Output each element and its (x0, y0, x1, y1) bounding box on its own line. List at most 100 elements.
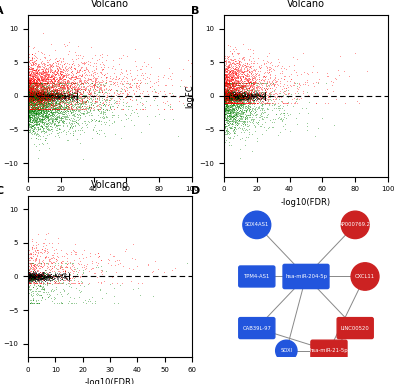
Point (25, 94, 32, 100)
Point (71, 65, 78, 71)
Point (226, 100, 233, 106)
Point (27, 91, 33, 98)
Point (84, 68, 91, 74)
Point (36, 114, 43, 121)
Point (252, 80, 258, 86)
Point (32, 96, 39, 102)
Point (29, 83, 36, 89)
Point (240, 123, 246, 129)
Point (221, 94, 228, 100)
Point (40, 275, 46, 281)
Point (104, 92, 110, 98)
Point (234, 93, 240, 99)
Point (249, 116, 255, 122)
Point (49, 255, 55, 262)
Point (30, 114, 37, 120)
Point (48, 84, 54, 90)
Point (32, 118, 39, 124)
Point (66, 79, 72, 86)
Point (258, 90, 264, 96)
Point (129, 255, 135, 261)
Point (38, 86, 45, 92)
Point (161, 268, 168, 275)
Point (325, 100, 332, 106)
Point (36, 93, 42, 99)
Point (117, 88, 124, 94)
Point (55, 84, 61, 91)
Point (66, 95, 72, 101)
Point (278, 98, 285, 104)
Point (54, 90, 60, 96)
Point (42, 112, 48, 118)
Point (39, 66, 45, 73)
Point (262, 95, 268, 101)
Point (28, 108, 35, 114)
Point (60, 277, 66, 283)
Point (37, 96, 43, 102)
Point (42, 104, 48, 111)
Point (223, 93, 230, 99)
Point (104, 106, 110, 113)
Point (235, 88, 241, 94)
Point (36, 272, 42, 278)
Point (50, 94, 57, 101)
Point (28, 70, 34, 76)
Point (50, 92, 56, 98)
Point (226, 94, 233, 100)
Point (31, 94, 38, 101)
Point (52, 106, 59, 112)
Point (245, 89, 251, 96)
Point (38, 90, 44, 96)
Point (26, 92, 33, 98)
Point (221, 111, 228, 117)
Point (224, 88, 231, 94)
Point (43, 95, 49, 101)
Point (247, 95, 253, 101)
Point (38, 279, 44, 285)
Point (28, 276, 35, 282)
Point (82, 296, 88, 303)
Point (80, 83, 87, 89)
Point (58, 105, 64, 111)
Point (257, 93, 263, 99)
Point (37, 86, 43, 92)
Point (46, 68, 53, 74)
Point (60, 67, 66, 73)
Point (28, 278, 34, 284)
Point (34, 104, 41, 110)
Point (44, 121, 51, 127)
Point (27, 95, 33, 101)
Point (233, 110, 240, 116)
Point (35, 92, 42, 98)
Point (54, 250, 61, 257)
Point (232, 87, 239, 93)
Point (221, 91, 228, 98)
Point (228, 94, 234, 100)
Point (26, 91, 33, 97)
Point (25, 94, 32, 100)
Point (225, 91, 232, 98)
Point (82, 263, 89, 270)
Point (32, 110, 38, 116)
Point (130, 122, 137, 128)
Point (50, 87, 57, 93)
Point (60, 93, 66, 99)
Point (41, 94, 48, 100)
Point (222, 97, 228, 103)
Point (230, 96, 237, 102)
Point (74, 92, 80, 98)
Point (74, 96, 80, 102)
Point (76, 266, 82, 273)
Point (223, 100, 230, 106)
Point (82, 86, 89, 92)
Point (111, 88, 118, 94)
Point (223, 115, 230, 121)
Point (233, 82, 239, 88)
Point (64, 92, 70, 98)
Point (28, 86, 34, 92)
Point (244, 96, 250, 102)
Point (52, 96, 59, 102)
Point (248, 90, 254, 96)
Point (233, 87, 239, 93)
Point (27, 94, 34, 100)
